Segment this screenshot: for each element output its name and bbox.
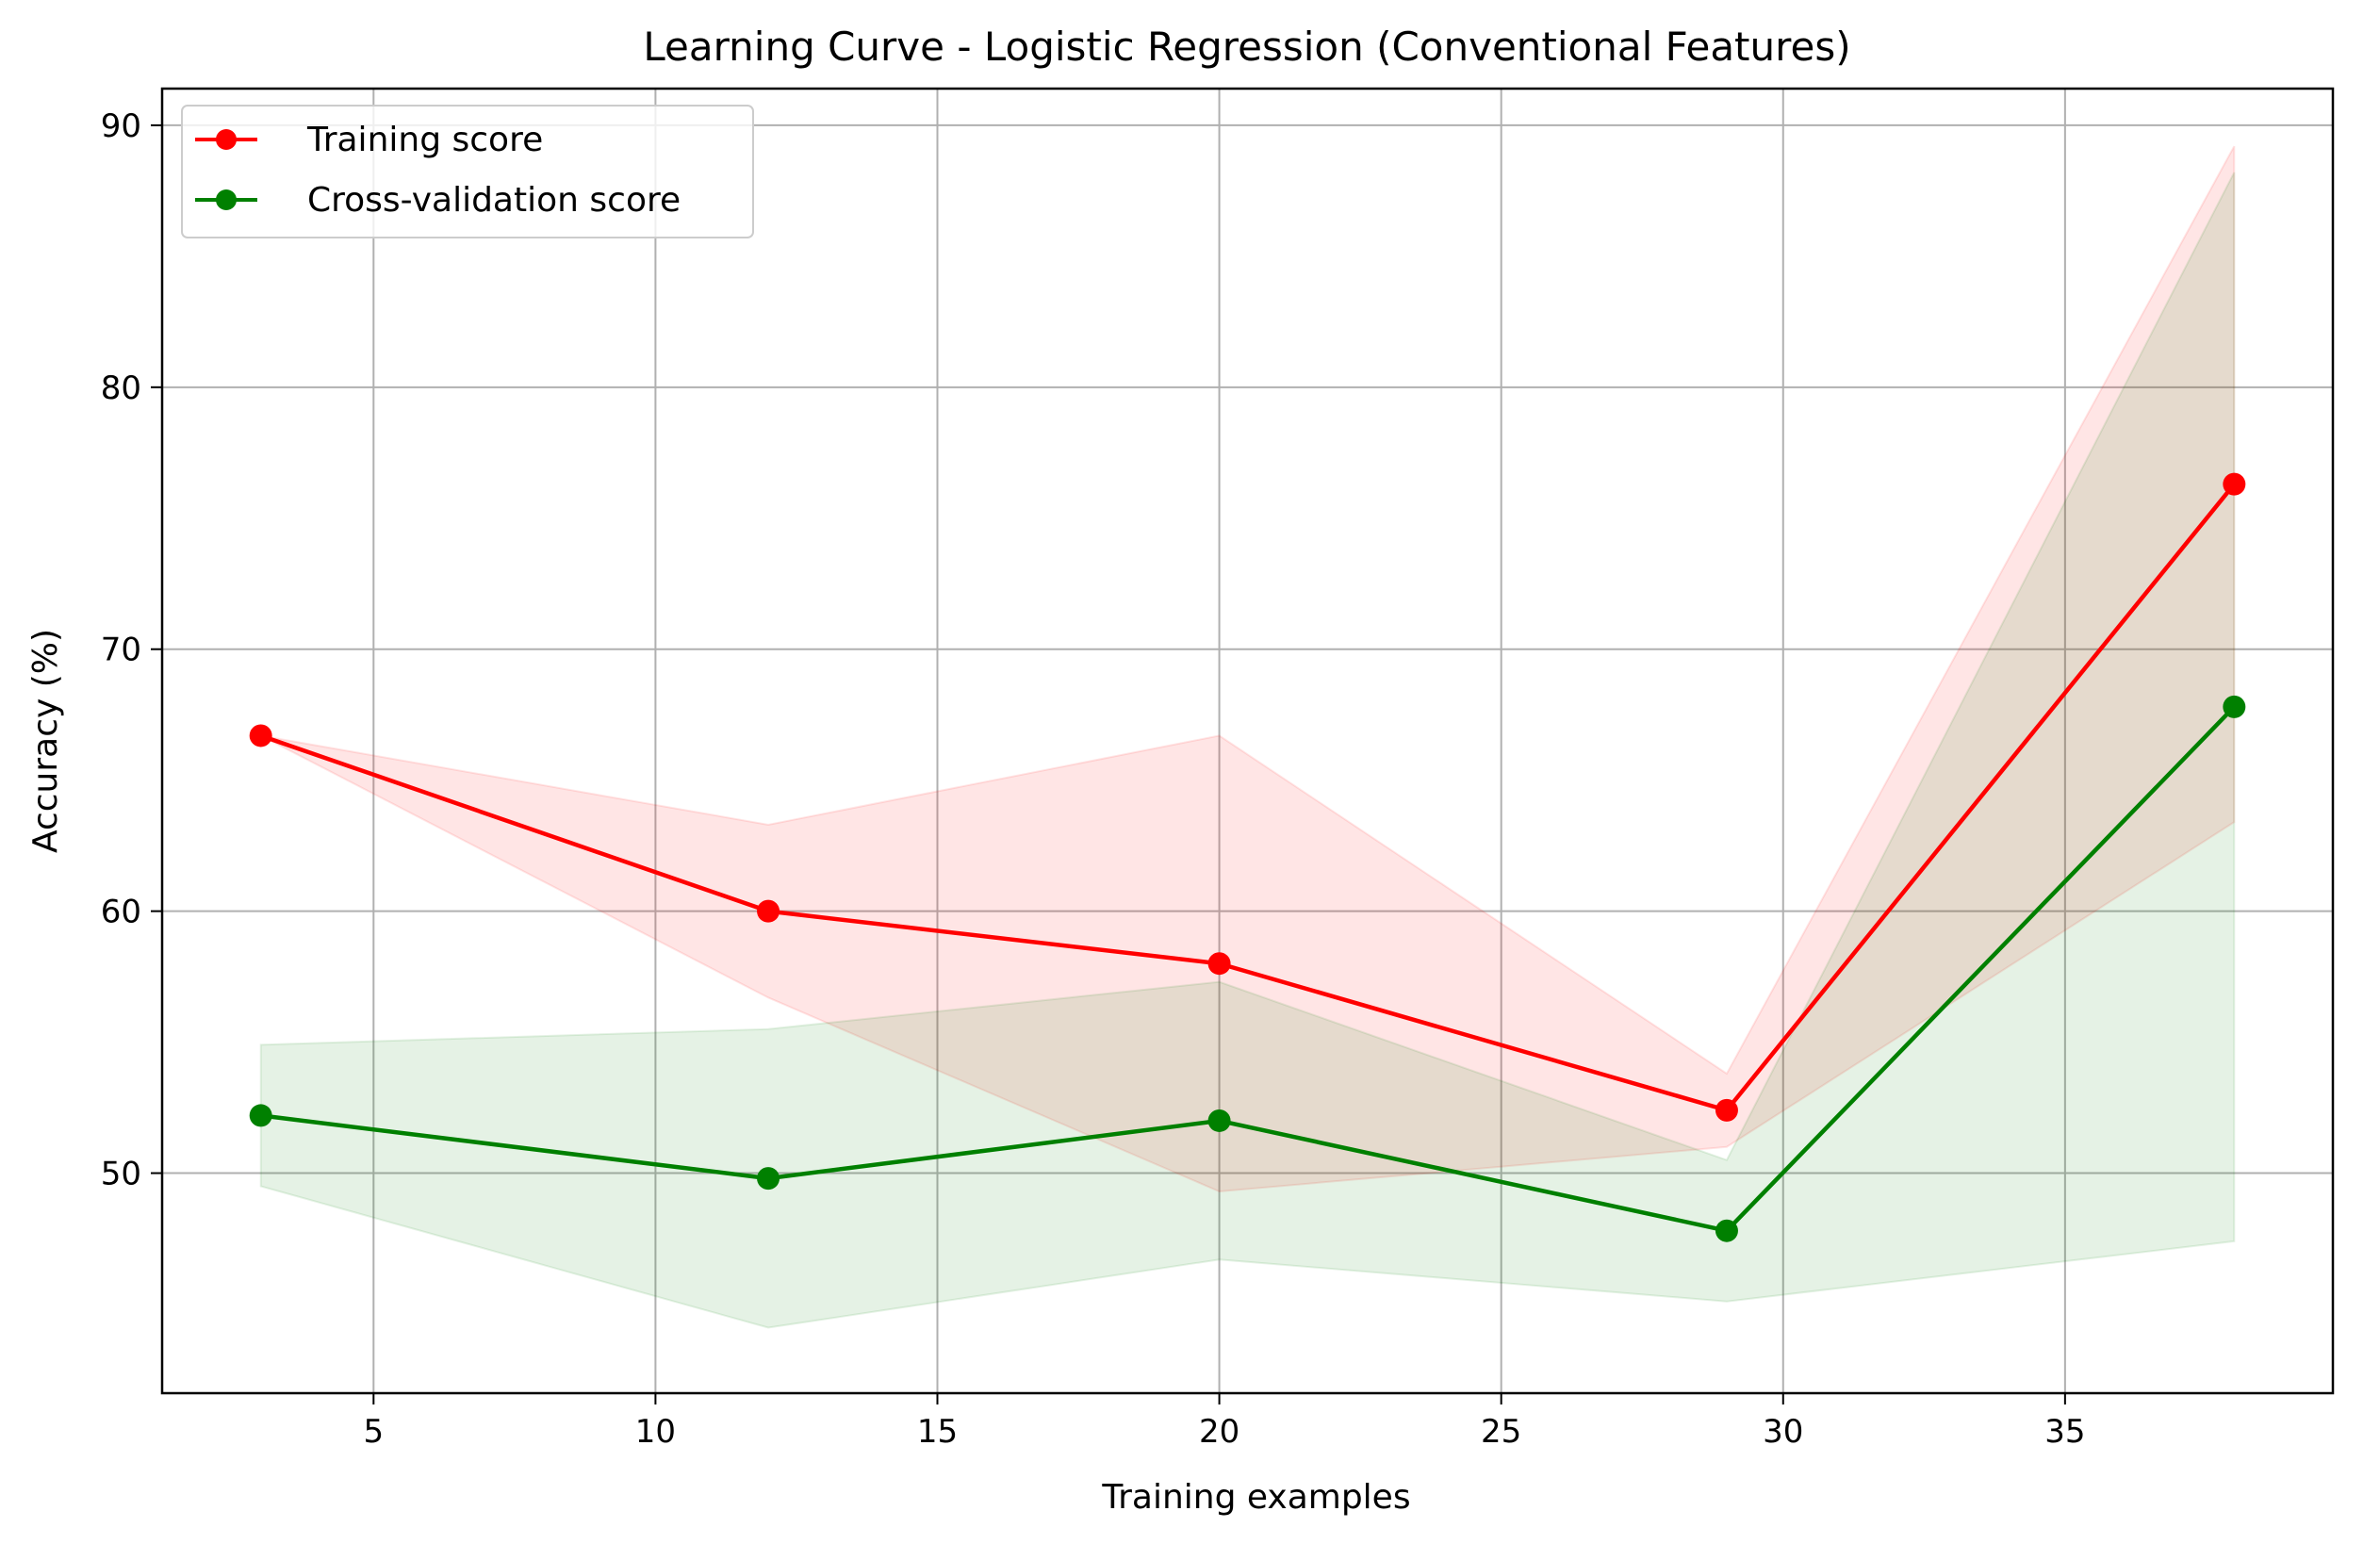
y-tick-label-70: 70 [101, 632, 141, 669]
grid [162, 89, 2333, 1393]
x-tick-label-25: 25 [1481, 1413, 1521, 1451]
y-tick-label-60: 60 [101, 894, 141, 931]
legend-training-label: Training score [306, 121, 543, 159]
series-markers [249, 472, 2246, 1242]
x-tick-label-15: 15 [917, 1413, 958, 1451]
x-tick-label-20: 20 [1199, 1413, 1239, 1451]
marker-series-0-point-3 [1715, 1098, 1738, 1122]
plot-frame [160, 87, 2335, 1395]
x-tick-label-5: 5 [363, 1413, 384, 1451]
marker-series-1-point-1 [757, 1167, 780, 1191]
y-axis-ticks: 50 60 70 80 90 [101, 107, 162, 1193]
legend-training-marker [216, 129, 237, 150]
x-axis-label: Training examples [1101, 1478, 1410, 1517]
x-tick-label-10: 10 [635, 1413, 676, 1451]
legend: Training score Cross-validation score [181, 105, 754, 238]
y-tick-label-90: 90 [101, 107, 141, 145]
marker-series-0-point-4 [2223, 472, 2246, 496]
marker-series-0-point-1 [757, 899, 780, 923]
marker-series-0-point-2 [1207, 952, 1231, 976]
legend-cv-marker [216, 189, 237, 210]
y-tick-label-50: 50 [101, 1156, 141, 1193]
x-tick-label-30: 30 [1763, 1413, 1803, 1451]
marker-series-1-point-2 [1207, 1109, 1231, 1132]
chart-title: Learning Curve - Logistic Regression (Co… [643, 24, 1850, 70]
marker-series-1-point-4 [2223, 695, 2246, 718]
legend-cv-label: Cross-validation score [307, 181, 681, 220]
legend-box [181, 105, 754, 238]
x-axis-ticks: 5 10 15 20 25 30 35 [363, 1393, 2085, 1451]
marker-series-1-point-0 [249, 1104, 272, 1127]
marker-series-1-point-3 [1715, 1219, 1738, 1242]
y-axis-label: Accuracy (%) [26, 629, 65, 853]
x-tick-label-35: 35 [2044, 1413, 2085, 1451]
band-series-1 [259, 172, 2236, 1329]
y-tick-label-80: 80 [101, 370, 141, 407]
marker-series-0-point-0 [249, 724, 272, 747]
